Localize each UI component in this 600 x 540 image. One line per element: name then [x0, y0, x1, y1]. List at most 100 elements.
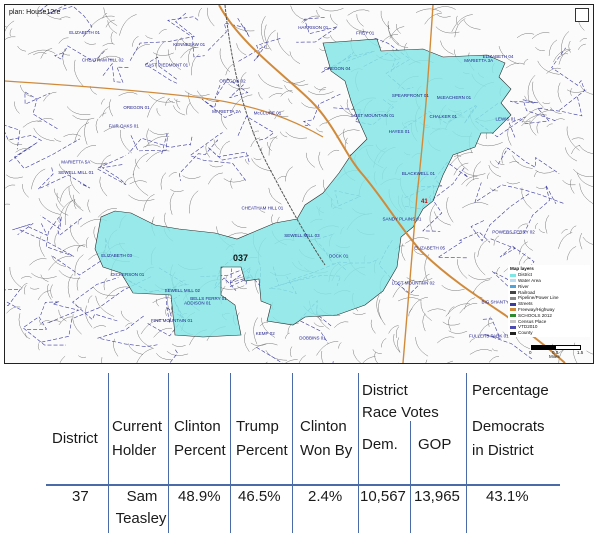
precinct-boundary-line	[165, 288, 181, 324]
header-gop: GOP	[418, 436, 452, 453]
precinct-label: ELIZABETH 01	[69, 30, 100, 35]
legend-item-label: VTD2010	[518, 324, 538, 330]
street-line	[119, 14, 137, 36]
street-line	[546, 123, 553, 128]
street-line	[37, 290, 51, 301]
street-line	[477, 322, 494, 338]
column-divider	[410, 421, 411, 533]
precinct-label: DOBBINS 01	[299, 336, 326, 341]
street-line	[532, 81, 544, 108]
street-line	[376, 294, 382, 320]
precinct-boundary-line	[436, 231, 491, 259]
street-line	[250, 342, 267, 346]
street-line	[9, 266, 23, 289]
street-line	[133, 173, 149, 196]
legend-item-label: SCHOOLS 2012	[518, 312, 552, 318]
street-line	[6, 174, 23, 179]
street-line	[305, 152, 316, 168]
header-race-votes-line1: District	[362, 382, 408, 399]
precinct-boundary-line	[129, 12, 195, 61]
precinct-labels: KENNESAW 01 CHALKER 01 BELLS FERRY 01ADDIS…	[58, 25, 535, 340]
route-badge: 41	[421, 199, 428, 205]
street-line	[188, 92, 199, 114]
street-line	[441, 285, 465, 291]
street-line	[346, 99, 354, 117]
street-line	[120, 129, 133, 154]
street-line	[477, 239, 489, 257]
street-line	[5, 203, 11, 205]
precinct-boundary-line	[8, 138, 80, 169]
column-divider	[292, 373, 293, 533]
legend-item-label: Water Area	[518, 278, 541, 284]
street-line	[109, 99, 113, 117]
street-line	[59, 16, 71, 20]
header-district: District	[52, 430, 98, 447]
street-line	[37, 6, 40, 18]
street-line	[274, 110, 285, 120]
street-line	[493, 235, 500, 246]
street-line	[277, 175, 286, 180]
street-line	[570, 179, 575, 194]
street-line	[280, 90, 293, 97]
street-line	[24, 284, 27, 295]
street-line	[491, 348, 498, 352]
street-line	[5, 184, 16, 189]
street-line	[56, 192, 64, 208]
precinct-boundary-line	[482, 318, 534, 361]
street-line	[63, 133, 82, 137]
street-line	[362, 356, 376, 363]
col-district: District 37	[52, 373, 112, 533]
street-line	[97, 55, 121, 62]
street-line	[327, 149, 340, 156]
street-line	[29, 258, 47, 266]
street-line	[58, 37, 69, 44]
cell-clinton-percent: 48.9%	[178, 488, 221, 505]
legend-item-label: Freeway/Highway	[518, 307, 555, 313]
street-line	[521, 187, 532, 209]
street-line	[264, 24, 272, 51]
precinct-boundary-line	[510, 99, 556, 121]
street-line	[225, 276, 228, 284]
street-line	[136, 348, 154, 363]
precinct-label: ELIZABETH 04	[483, 54, 514, 59]
street-line	[31, 272, 57, 279]
precinct-label: DOCK 01	[329, 254, 349, 259]
street-line	[166, 351, 189, 356]
street-line	[59, 355, 66, 363]
street-line	[548, 39, 558, 56]
header-democrats-line2: in District	[472, 442, 534, 459]
scale-bar: 0 0.5 1.5 Miles	[527, 341, 587, 359]
street-line	[31, 168, 46, 190]
street-line	[307, 90, 334, 95]
street-line	[437, 336, 455, 344]
district-results-table: District 37 Current Holder Sam Teasley C…	[40, 373, 600, 533]
street-line	[207, 172, 223, 185]
street-line	[289, 346, 293, 358]
street-line	[40, 48, 53, 59]
legend-swatch-icon	[510, 314, 516, 318]
street-line	[562, 179, 576, 186]
street-line	[427, 308, 446, 312]
street-line	[527, 75, 536, 103]
column-divider	[108, 373, 109, 533]
street-line	[113, 338, 119, 357]
street-line	[171, 343, 186, 347]
precinct-boundary-line	[12, 223, 48, 237]
header-clinton-line2: Percent	[174, 442, 226, 459]
precinct-label: SEWELL MILL 02	[165, 288, 201, 293]
street-line	[285, 332, 290, 339]
street-line	[253, 157, 262, 160]
col-percentage-democrats: Percentage Democrats in District 43.1%	[472, 373, 572, 533]
precinct-boundary-line	[497, 147, 560, 174]
street-line	[313, 322, 324, 327]
street-line	[465, 178, 479, 187]
street-line	[565, 147, 578, 162]
precinct-label: MARIETTA 5A	[61, 159, 90, 164]
street-line	[487, 172, 490, 179]
street-line	[261, 317, 276, 338]
precinct-label: OREGON 01	[123, 105, 150, 110]
street-line	[397, 297, 422, 302]
street-line	[535, 169, 555, 174]
street-line	[84, 118, 90, 145]
street-line	[356, 14, 364, 27]
